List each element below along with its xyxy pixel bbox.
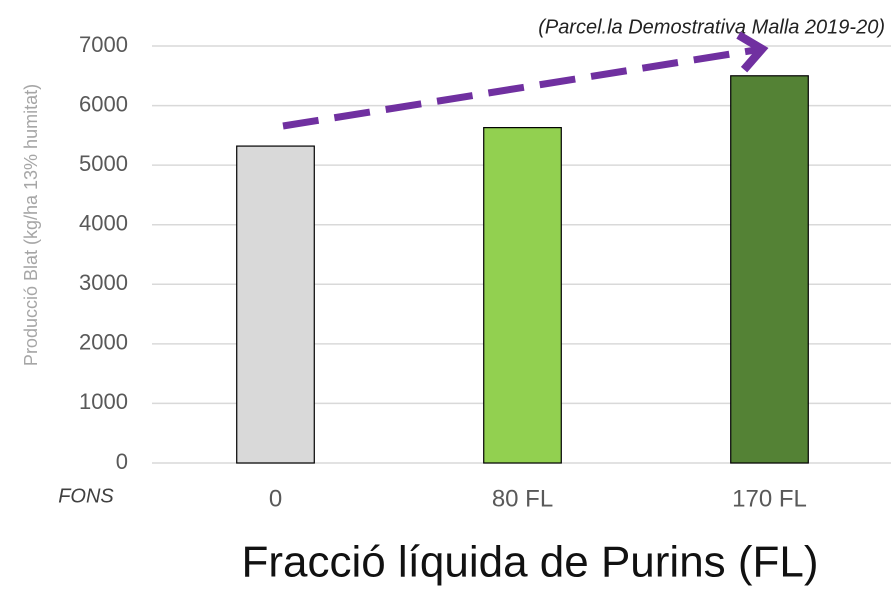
x-axis-label: Fracció líquida de Purins (FL) xyxy=(241,538,818,587)
y-tick-label: 1000 xyxy=(79,389,128,414)
x-tick-label: 170 FL xyxy=(732,485,807,512)
bar xyxy=(236,145,315,464)
annotation: (Parcel.la Demostrativa Malla 2019-20) xyxy=(538,16,885,38)
y-tick-label: 7000 xyxy=(79,32,128,57)
x-tick-label: 0 xyxy=(269,485,282,512)
y-tick-label: 6000 xyxy=(79,91,128,116)
y-tick-label: 5000 xyxy=(79,151,128,176)
y-tick-label: 0 xyxy=(116,449,128,474)
y-tick-label: 3000 xyxy=(79,270,128,295)
baseline-label: FONS xyxy=(58,485,114,507)
bar xyxy=(483,127,562,464)
y-axis-label: Producció Blat (kg/ha 13% humitat) xyxy=(21,84,41,366)
x-tick-label: 80 FL xyxy=(492,485,553,512)
y-tick-label: 4000 xyxy=(79,211,128,236)
bar xyxy=(730,75,809,464)
y-tick-label: 2000 xyxy=(79,330,128,355)
trend-arrow xyxy=(282,31,769,130)
